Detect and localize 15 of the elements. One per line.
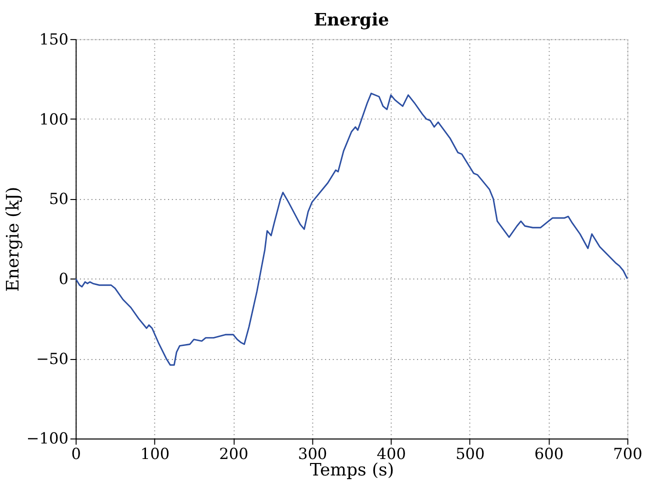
y-axis-title: Energie (kJ) [4,186,24,292]
x-tick-label: 700 [613,445,642,464]
y-tick-label: −50 [36,350,68,368]
y-tick-label: 0 [58,270,68,288]
chart-title: Energie [314,10,390,31]
y-tick-label: −100 [26,430,68,448]
y-tick-label: 50 [48,190,68,208]
x-tick-label: 100 [140,445,170,464]
line-series [74,92,628,366]
x-tick-label: 500 [456,445,485,464]
x-tick-label: 0 [71,445,82,464]
x-tick-label: 200 [219,445,248,464]
y-tick-label: 150 [39,30,68,48]
y-tick-label: 100 [39,110,68,128]
x-tick-label: 600 [534,445,564,464]
